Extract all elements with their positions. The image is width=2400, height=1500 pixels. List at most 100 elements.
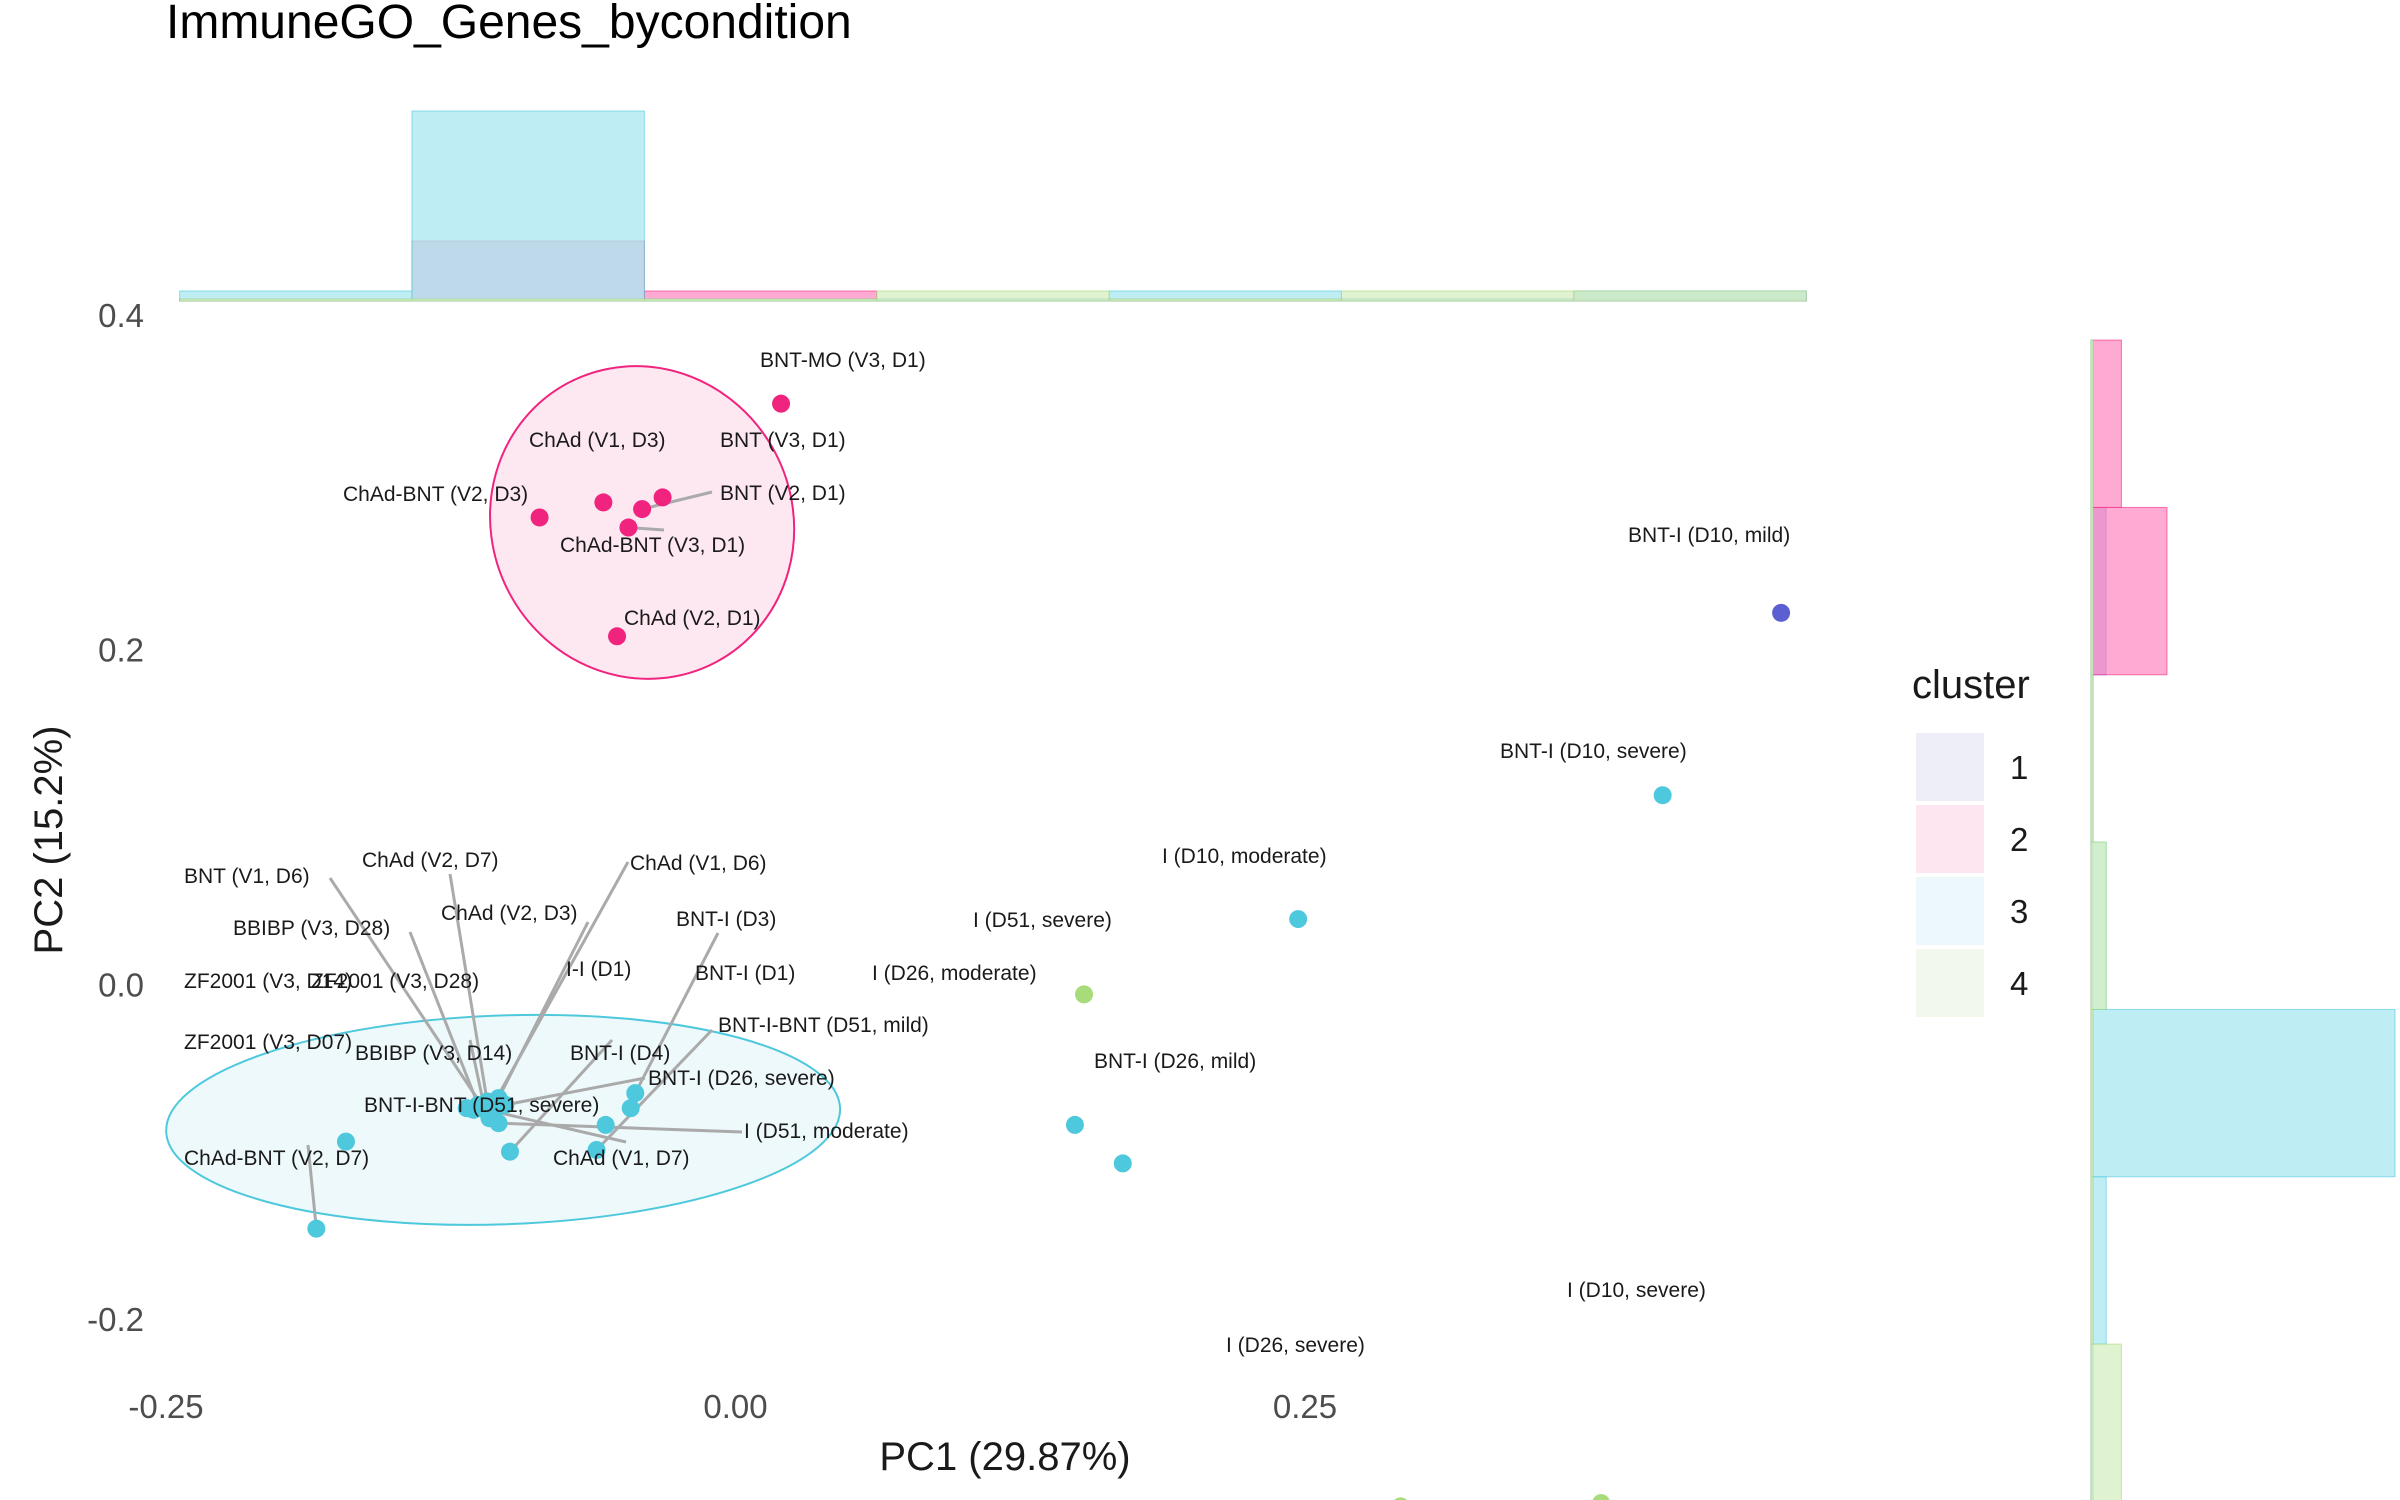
- point-label-15: I-I (D1): [566, 958, 631, 981]
- y-tick-label-0: 0.4: [98, 297, 144, 334]
- hist-y-bar-cluster-4-bin-2: [2090, 1008, 2094, 1178]
- data-point-1: [594, 493, 613, 512]
- y-axis-ticks: 0.4 0.2 0.0 -0.2: [87, 297, 144, 1338]
- point-label-25: ChAd (V2, D7): [362, 849, 499, 872]
- point-label-24: ChAd (V1, D6): [630, 852, 767, 875]
- point-label-23: ChAd (V2, D3): [441, 902, 578, 925]
- y-tick-label-3: -0.2: [87, 1301, 144, 1338]
- point-label-30: ZF2001 (V3, D07): [184, 1031, 352, 1054]
- point-label-29: ZF2001 (V3, D14): [184, 970, 352, 993]
- legend-label-1: 1: [2010, 749, 2028, 786]
- hist-y-bar-cluster-4-bin-4: [2090, 674, 2094, 843]
- x-tick-label-1: 0.00: [703, 1388, 767, 1425]
- data-point-4: [633, 500, 652, 519]
- leader-line-13: [633, 932, 720, 1094]
- hist-y-bar-cluster-4-bin-1: [2090, 1176, 2094, 1345]
- data-point-0: [772, 394, 791, 413]
- data-point-16: [587, 1140, 606, 1159]
- point-label-2: BNT (V3, D1): [720, 429, 846, 452]
- legend-key-1: [1916, 733, 1984, 801]
- data-point-12: [1113, 1154, 1132, 1173]
- point-label-33: I (D26, severe): [1226, 1334, 1365, 1357]
- legend-label-2: 2: [2010, 821, 2028, 858]
- data-point-14: [621, 1099, 640, 1118]
- data-point-11: [1065, 1115, 1084, 1134]
- hist-x-bar-cluster-4-bin-6: [1573, 290, 1807, 302]
- point-label-9: I (D10, moderate): [1162, 845, 1327, 868]
- data-point-17: [500, 1142, 519, 1161]
- point-label-32: I (D10, severe): [1567, 1279, 1706, 1302]
- legend-title: cluster: [1912, 663, 2030, 707]
- point-label-31: ChAd-BNT (V2, D7): [184, 1147, 369, 1170]
- leader-line-26: [328, 877, 484, 1108]
- point-label-17: BNT-I (D4): [570, 1042, 670, 1065]
- point-label-27: BBIBP (V3, D28): [233, 917, 390, 940]
- data-point-8: [1653, 786, 1672, 805]
- marginal-histogram-x: [179, 110, 1807, 302]
- y-tick-label-1: 0.2: [98, 632, 144, 669]
- data-point-33: [1394, 1497, 1407, 1500]
- hist-y-bar-cluster-3-bin-2: [2090, 1008, 2396, 1178]
- leader-line-17: [508, 1038, 614, 1153]
- hist-x-bar-cluster-4-bin-2: [643, 298, 878, 302]
- hist-y-bar-cluster-4-bin-5: [2090, 506, 2094, 676]
- legend-label-4: 4: [2010, 965, 2028, 1002]
- data-point-6: [608, 627, 627, 646]
- data-point-13: [626, 1084, 645, 1103]
- point-label-26: BNT (V1, D6): [184, 865, 310, 888]
- legend-key-4: [1916, 949, 1984, 1017]
- hist-x-bar-cluster-4-bin-1: [411, 298, 645, 302]
- leader-line-16: [595, 1028, 714, 1152]
- data-point-2: [653, 488, 672, 507]
- data-point-10: [1075, 985, 1094, 1004]
- point-label-16: BNT-I-BNT (D51, mild): [718, 1014, 929, 1037]
- leader-line-25: [448, 873, 489, 1102]
- hist-x-bar-cluster-4-bin-0: [179, 298, 413, 302]
- data-points: [307, 394, 1791, 1500]
- leader-line-31: [306, 1144, 318, 1229]
- ellipse-cluster-2: [489, 365, 796, 680]
- leader-line-24: [492, 861, 630, 1104]
- hist-y-bar-cluster-4-bin-0: [2090, 1343, 2122, 1500]
- leader-line-4: [641, 490, 713, 511]
- legend-label-3: 3: [2010, 893, 2028, 930]
- point-label-22: BBIBP (V3, D14): [355, 1042, 512, 1065]
- point-label-7: BNT-I (D10, mild): [1628, 524, 1790, 547]
- data-point-15: [596, 1115, 615, 1134]
- data-point-3: [530, 508, 549, 527]
- data-point-29: [457, 1099, 476, 1118]
- point-label-14: BNT-I (D1): [695, 962, 795, 985]
- point-labels: BNT-MO (V3, D1) ChAd (V1, D3) BNT (V3, D1)…: [184, 349, 1790, 1357]
- point-label-12: BNT-I (D26, mild): [1094, 1050, 1256, 1073]
- x-tick-label-2: 0.25: [1273, 1388, 1337, 1425]
- legend-key-2: [1916, 805, 1984, 873]
- hist-y-bar-cluster-4-bin-6: [2090, 339, 2094, 508]
- marginal-histogram-y: [2090, 339, 2396, 1500]
- leader-line-27: [408, 931, 480, 1106]
- hist-y-bar-cluster-2-bin-6: [2090, 339, 2122, 508]
- x-tick-label-0: -0.25: [128, 1388, 203, 1425]
- legend-key-3: [1916, 877, 1984, 945]
- data-point-32: [1592, 1494, 1610, 1500]
- leader-line-18: [505, 1076, 646, 1107]
- point-label-19: I (D51, moderate): [744, 1120, 909, 1143]
- x-axis-ticks: -0.25 0.00 0.25: [128, 1388, 1337, 1425]
- x-axis-title: PC1 (29.87%): [879, 1435, 1130, 1479]
- hist-x-bar-cluster-4-bin-5: [1340, 290, 1575, 302]
- point-label-11: I (D26, moderate): [872, 962, 1037, 985]
- point-label-10: I (D51, severe): [973, 909, 1112, 932]
- hist-x-bar-cluster-3-bin-1: [411, 110, 645, 302]
- y-axis-title: PC2 (15.2%): [27, 726, 71, 955]
- leader-line-19: [498, 1121, 743, 1134]
- data-point-7: [1772, 603, 1791, 622]
- chart-title: ImmuneGO_Genes_bycondition: [166, 0, 852, 49]
- y-tick-label-2: 0.0: [98, 966, 144, 1003]
- hist-x-bar-cluster-4-bin-4: [1108, 298, 1342, 302]
- data-point-9: [1289, 910, 1308, 929]
- legend: cluster 1 2 3 4: [1912, 663, 2030, 1017]
- point-label-20: ChAd (V1, D7): [553, 1147, 690, 1170]
- point-label-6: ChAd (V2, D1): [624, 607, 761, 630]
- point-label-8: BNT-I (D10, severe): [1500, 740, 1687, 763]
- hist-x-bar-cluster-4-bin-3: [876, 290, 1110, 302]
